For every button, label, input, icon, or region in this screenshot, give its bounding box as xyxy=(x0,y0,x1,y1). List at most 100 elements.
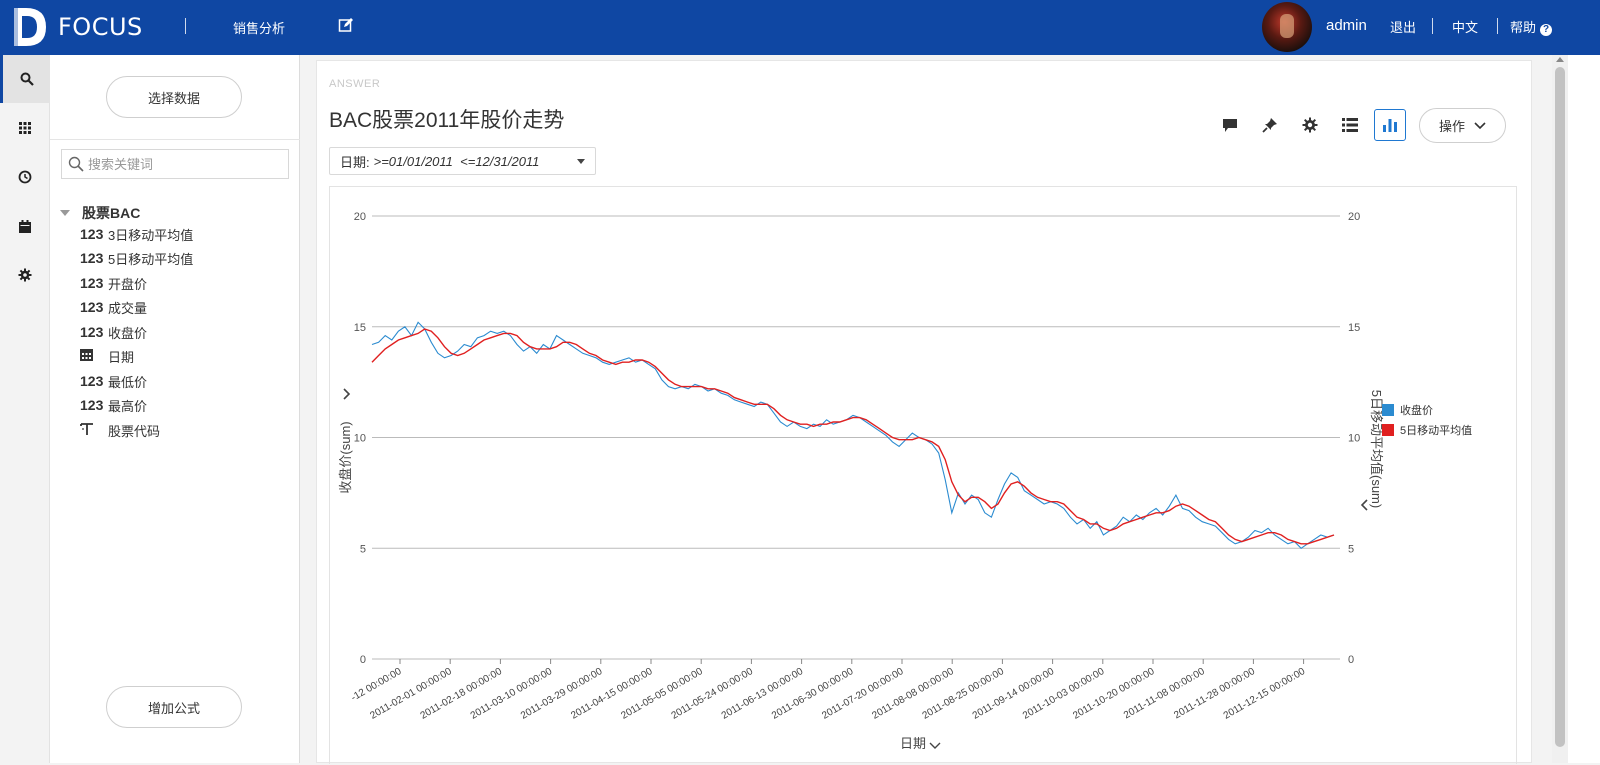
logo-text: FOCUS xyxy=(58,13,143,41)
number-type-icon: 123 xyxy=(80,250,104,266)
chevron-right-icon xyxy=(343,388,351,400)
x-tick-label: 2011-03-10 00:00:00 xyxy=(469,666,555,722)
rail-history[interactable] xyxy=(0,153,50,201)
x-tick-label: 2011-05-24 00:00:00 xyxy=(670,666,756,722)
header-divider xyxy=(1497,18,1498,34)
pin-button[interactable] xyxy=(1254,109,1286,141)
logout-link[interactable]: 退出 xyxy=(1390,20,1417,35)
field-item[interactable]: 123 最高价 xyxy=(80,394,147,416)
grid-icon xyxy=(19,122,31,134)
list-icon xyxy=(1342,118,1358,132)
field-item[interactable]: 123 成交量 xyxy=(80,296,147,318)
answer-tag: ANSWER xyxy=(329,78,381,90)
keyword-search[interactable] xyxy=(61,149,289,179)
user-name[interactable]: admin xyxy=(1326,17,1367,34)
top-bar: FOCUS 销售分析 admin 退出 中文 帮助? xyxy=(0,0,1600,55)
language-link[interactable]: 中文 xyxy=(1452,20,1479,35)
answer-card: ANSWER BAC股票2011年股价走势 操作 日期: >=01/01/201… xyxy=(316,60,1532,764)
y2-tick-label: 15 xyxy=(1348,322,1360,334)
x-tick-label: 2011-02-18 00:00:00 xyxy=(419,666,505,722)
nav-sales-analysis[interactable]: 销售分析 xyxy=(233,21,286,36)
settings-button[interactable] xyxy=(1294,109,1326,141)
series-line-close xyxy=(371,321,1335,550)
focus-logo-icon xyxy=(14,8,46,46)
y-tick-label: 10 xyxy=(354,433,366,445)
bar-chart-icon xyxy=(1383,119,1397,132)
edit-icon[interactable] xyxy=(338,17,354,33)
x-tick-label: 2011-07-20 00:00:00 xyxy=(820,666,906,722)
x-axis-title: 日期 xyxy=(900,736,926,751)
comment-button[interactable] xyxy=(1214,109,1246,141)
select-data-button[interactable]: 选择数据 xyxy=(106,76,242,118)
calendar-icon xyxy=(19,219,31,233)
x-tick-label: 2011-06-13 00:00:00 xyxy=(720,666,806,722)
x-tick-label: 2011-10-20 00:00:00 xyxy=(1071,666,1157,722)
help-link[interactable]: 帮助? xyxy=(1510,17,1553,36)
field-item[interactable]: 123 最低价 xyxy=(80,370,147,392)
header-divider xyxy=(1432,18,1433,34)
rail-search[interactable] xyxy=(0,55,50,103)
number-type-icon: 123 xyxy=(80,373,104,389)
date-filter-chip[interactable]: 日期: >=01/01/2011 <=12/31/2011 xyxy=(329,147,596,175)
x-tick-label: 2011-04-15 00:00:00 xyxy=(569,666,655,722)
comment-icon xyxy=(1223,118,1237,132)
series-line-ma5 xyxy=(371,328,1335,545)
keyword-search-input[interactable] xyxy=(88,156,278,172)
x-tick-label: 2011-03-29 00:00:00 xyxy=(519,666,605,722)
field-item[interactable]: 123 3日移动平均值 xyxy=(80,223,193,245)
caret-down-icon[interactable] xyxy=(577,159,585,164)
field-item[interactable]: 123 收盘价 xyxy=(80,321,147,343)
add-formula-button[interactable]: 增加公式 xyxy=(106,686,242,728)
table-view-button[interactable] xyxy=(1334,109,1366,141)
scroll-thumb[interactable] xyxy=(1555,67,1565,747)
rail-apps[interactable] xyxy=(0,104,50,152)
tree-group-bac[interactable]: 股票BAC xyxy=(60,203,140,223)
chart-container: 0 0 5 5 10 10 15 15 20 20 -12 00:00:00 2011-02-01 0… xyxy=(329,186,1517,764)
legend-swatch xyxy=(1382,404,1394,416)
number-type-icon: 123 xyxy=(80,324,104,340)
y-tick-label: 15 xyxy=(354,322,366,334)
field-item[interactable]: 123 开盘价 xyxy=(80,272,147,294)
legend-label: 收盘价 xyxy=(1400,403,1433,417)
field-label: 成交量 xyxy=(108,300,148,316)
field-label: 股票代码 xyxy=(108,423,161,439)
pin-icon xyxy=(1262,118,1277,133)
chart-view-button[interactable] xyxy=(1374,109,1406,141)
scroll-up-icon[interactable] xyxy=(1556,57,1564,62)
rail-settings[interactable] xyxy=(0,251,50,299)
answer-title: BAC股票2011年股价走势 xyxy=(329,109,565,132)
filter-label: 日期: xyxy=(340,154,370,170)
y2-tick-label: 20 xyxy=(1348,211,1360,223)
main-area: ANSWER BAC股票2011年股价走势 操作 日期: >=01/01/201… xyxy=(300,55,1552,764)
x-tick-label: 2011-12-15 00:00:00 xyxy=(1222,666,1308,722)
y-axis-title: 收盘价(sum) xyxy=(338,421,353,493)
icon-rail xyxy=(0,55,50,763)
rail-calendar[interactable] xyxy=(0,202,50,250)
operations-dropdown[interactable]: 操作 xyxy=(1419,108,1506,143)
y2-axis-title: 5日移动平均值(sum) xyxy=(1369,390,1384,508)
help-icon: ? xyxy=(1540,24,1553,36)
y2-tick-label: 0 xyxy=(1348,654,1354,666)
x-tick-label: 2011-11-08 00:00:00 xyxy=(1122,666,1207,721)
y2-tick-label: 5 xyxy=(1348,543,1354,555)
field-item[interactable]: 123 5日移动平均值 xyxy=(80,247,193,269)
help-label: 帮助 xyxy=(1510,20,1537,35)
field-label: 日期 xyxy=(108,349,135,365)
x-tick-label: 2011-08-25 00:00:00 xyxy=(921,666,1007,722)
panel-divider xyxy=(50,139,300,140)
avatar[interactable] xyxy=(1262,2,1312,52)
page-scrollbar[interactable] xyxy=(1552,55,1568,763)
header-divider xyxy=(185,18,186,34)
x-tick-label: 2011-10-03 00:00:00 xyxy=(1021,666,1107,722)
x-tick-label: 2011-09-14 00:00:00 xyxy=(971,666,1057,722)
field-item[interactable]: 股票代码 xyxy=(80,419,160,441)
field-item[interactable]: 日期 xyxy=(80,345,134,367)
page-edge xyxy=(1568,55,1600,763)
caret-down-icon xyxy=(60,210,70,216)
field-label: 5日移动平均值 xyxy=(108,251,194,267)
logo[interactable]: FOCUS xyxy=(10,6,143,48)
calendar-type-icon xyxy=(80,349,93,361)
x-tick-label: 2011-08-08 00:00:00 xyxy=(870,666,956,722)
